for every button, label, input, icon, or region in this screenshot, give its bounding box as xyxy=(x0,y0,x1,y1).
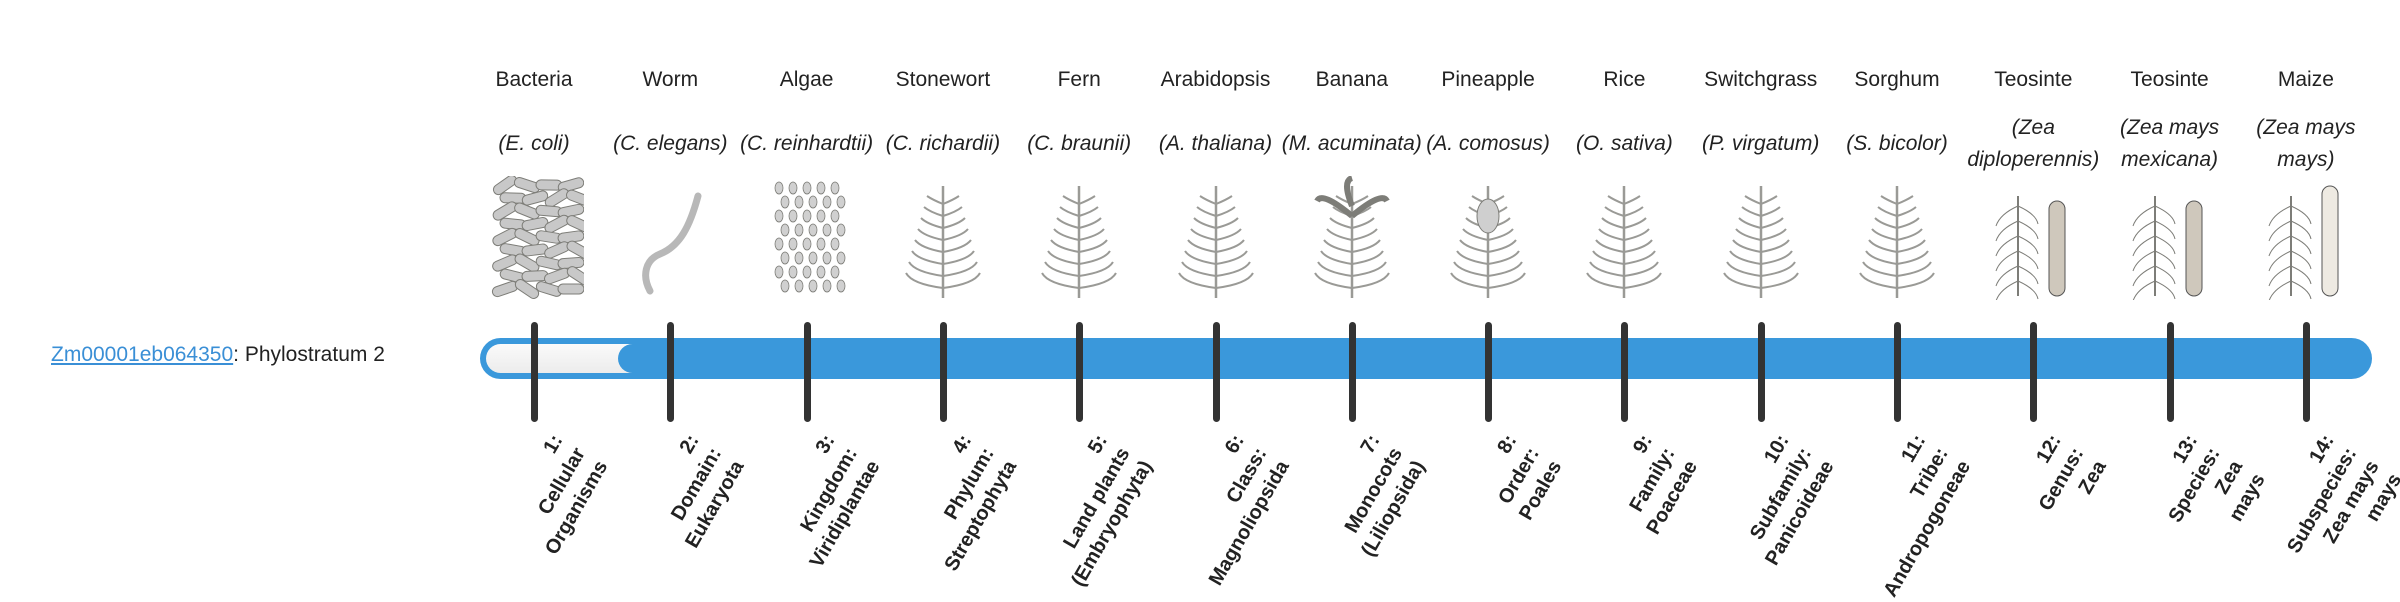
stratum-label-text: 9: Family: Poaceae xyxy=(1596,430,1704,539)
species-text: (A. thaliana) xyxy=(1158,132,1273,155)
stratum-tick xyxy=(1757,322,1765,422)
stratum-label-text: 1: Cellular Organisms xyxy=(494,430,614,559)
stratum-tick xyxy=(939,322,947,422)
gene-phylostratum-label: Zm00001eb064350: Phylostratum 2 xyxy=(51,343,385,367)
phylostratum-text: : Phylostratum 2 xyxy=(233,343,385,366)
banana-icon xyxy=(1302,175,1402,300)
organism-species-name: (S. bicolor) xyxy=(1823,106,1971,182)
organism-species-name: (C. richardii) xyxy=(869,106,1017,182)
rice-icon xyxy=(1574,176,1674,300)
organism-common-name: Sorghum xyxy=(1854,68,1940,91)
species-text: (O. sativa) xyxy=(1575,132,1673,155)
organism-species-name: (A. comosus) xyxy=(1414,106,1562,182)
pineapple-icon xyxy=(1438,176,1538,300)
species-text: (Zea diploperennis) xyxy=(1967,116,2100,171)
organism-common-name: Teosinte xyxy=(2130,68,2209,91)
stratum-label-text: 3: Kingdom: Viridiplantae xyxy=(759,430,886,573)
species-text: (C. reinhardtii) xyxy=(740,132,874,155)
organism-species-name: (Zea mays mays) xyxy=(2232,106,2380,182)
species-text: (Zea mays mexicana) xyxy=(2120,116,2220,171)
stratum-tick xyxy=(1076,322,1084,422)
algae-icon xyxy=(757,176,857,300)
organism-species-name: (M. acuminata) xyxy=(1278,106,1426,182)
species-text: (A. comosus) xyxy=(1426,132,1550,155)
organism-species-name: (C. elegans) xyxy=(596,106,744,182)
bacteria-icon xyxy=(484,174,592,300)
stratum-label-text: 2: Domain: Eukaryota xyxy=(634,430,750,553)
stratum-tick xyxy=(2166,322,2174,422)
organism-species-name: (C. braunii) xyxy=(1005,106,1153,182)
species-text: (S. bicolor) xyxy=(1846,132,1948,155)
organism-species-name: (A. thaliana) xyxy=(1142,106,1290,182)
switchgrass-icon xyxy=(1711,176,1811,300)
organism-species-name: (O. sativa) xyxy=(1550,106,1698,182)
stratum-tick xyxy=(1485,322,1493,422)
species-text: (C. elegans) xyxy=(613,132,728,155)
bar-unfilled-segment xyxy=(486,344,648,373)
teosinte-icon xyxy=(2120,176,2220,302)
organism-common-name: Stonewort xyxy=(895,68,991,91)
stratum-tick xyxy=(2030,322,2038,422)
organism-common-name: Bacteria xyxy=(495,68,573,91)
organism-common-name: Fern xyxy=(1057,68,1101,91)
stratum-tick xyxy=(1621,322,1629,422)
fern-icon xyxy=(1029,176,1129,300)
species-text: (P. virgatum) xyxy=(1701,132,1820,155)
organism-common-name: Banana xyxy=(1315,68,1388,91)
stratum-tick xyxy=(1894,322,1901,422)
stratum-tick xyxy=(667,322,675,422)
stratum-label-text: 12: Genus: Zea xyxy=(2011,430,2113,529)
species-text: (M. acuminata) xyxy=(1281,132,1422,155)
organism-common-name: Switchgrass xyxy=(1704,68,1818,91)
organism-species-name: (Zea diploperennis) xyxy=(1959,106,2107,182)
stratum-label-text: 11: Tribe: Andropogoneae xyxy=(1832,430,1976,602)
organism-species-name: (Zea mays mexicana) xyxy=(2096,106,2244,182)
stratum-label-text: 13: Species: Zea mays xyxy=(2140,430,2271,553)
organism-species-name: (P. virgatum) xyxy=(1687,106,1835,182)
stratum-tick xyxy=(2302,322,2310,422)
gene-id-link[interactable]: Zm00001eb064350 xyxy=(51,343,234,366)
organism-species-name: (E. coli) xyxy=(460,106,608,182)
sorghum-icon xyxy=(1847,176,1947,300)
worm-icon xyxy=(620,176,720,300)
stratum-tick xyxy=(803,322,811,422)
stonewort-icon xyxy=(893,176,993,300)
stratum-label-text: 8: Order: Poales xyxy=(1468,430,1568,525)
stratum-label-text: 6: Class: Magnoliopsida xyxy=(1158,430,1296,590)
stratum-tick xyxy=(1212,322,1220,422)
maize-icon xyxy=(2256,176,2356,302)
organism-common-name: Maize xyxy=(2277,68,2334,91)
organism-common-name: Worm xyxy=(642,68,699,91)
organism-common-name: Teosinte xyxy=(1994,68,2073,91)
organism-common-name: Algae xyxy=(779,68,834,91)
organism-species-name: (C. reinhardtii) xyxy=(733,106,881,182)
stratum-label-text: 14: Subspecies: Zea mays mays xyxy=(2259,430,2400,584)
phylostratum-bar xyxy=(480,338,2372,379)
organism-common-name: Pineapple xyxy=(1441,68,1535,91)
stratum-tick xyxy=(1348,322,1356,422)
stratum-label-text: 7: Monocots (Liliopsida) xyxy=(1310,430,1431,561)
stratum-tick xyxy=(531,322,538,422)
stratum-label-text: 5: Land plants (Embryophyta) xyxy=(1021,430,1159,591)
species-text: (Zea mays mays) xyxy=(2256,116,2356,171)
stratum-label-text: 10: Subfamily: Panicoideae xyxy=(1714,430,1840,570)
species-text: (C. richardii) xyxy=(885,132,1001,155)
species-text: (C. braunii) xyxy=(1027,132,1132,155)
organism-common-name: Arabidopsis xyxy=(1160,68,1271,91)
teosinte-icon xyxy=(1983,176,2083,302)
species-text: (E. coli) xyxy=(498,132,570,155)
arabidopsis-icon xyxy=(1166,176,1266,300)
stratum-label-text: 4: Phylum: Streptophyta xyxy=(893,430,1022,576)
organism-common-name: Rice xyxy=(1603,68,1646,91)
